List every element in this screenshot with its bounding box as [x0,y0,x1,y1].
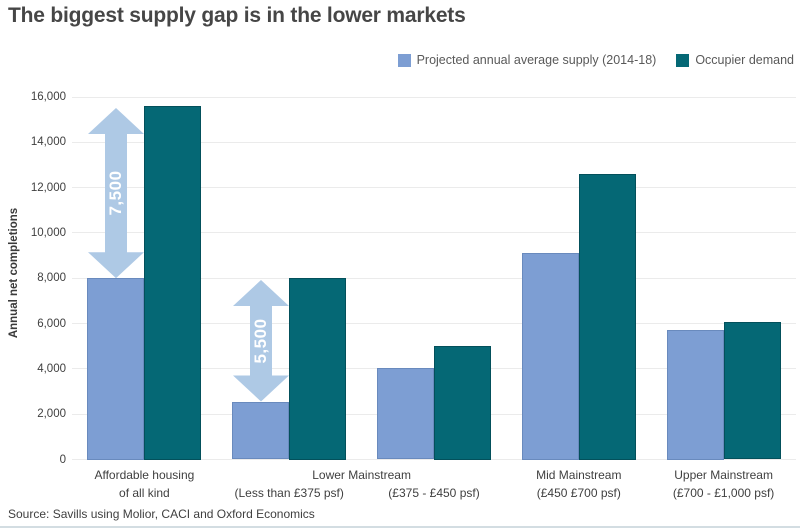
y-tick-label: 0 [59,453,66,466]
bar-supply-1 [232,401,290,460]
gap-arrow-annotation: 7,500 [87,108,144,279]
x-category-sublabel: (£375 - £450 psf) [388,486,480,500]
x-category-sublabel: (£450 £700 psf) [536,486,621,500]
bar-demand-3 [578,174,636,460]
bottom-divider [0,526,800,528]
legend-item: Projected annual average supply (2014-18… [397,53,657,67]
bar-demand-1 [289,278,347,460]
bar-demand-4 [723,322,781,460]
legend-swatch-icon [397,53,411,67]
x-category-label: Mid Mainstream [536,468,622,482]
gridline [72,187,796,189]
source-note: Source: Savills using Molior, CACI and O… [8,507,315,521]
bar-supply-2 [377,367,434,460]
y-tick-label: 6,000 [37,317,66,330]
x-category-sublabel: (Less than £375 psf) [234,486,344,500]
x-category-label: Affordable housing [94,468,195,482]
y-tick-label: 10,000 [30,226,66,239]
gridline [72,96,796,98]
bar-supply-3 [521,253,579,460]
y-tick-label: 16,000 [30,91,66,103]
y-tick-label: 14,000 [30,136,66,149]
bar-supply-0 [87,278,145,460]
x-category-sublabel: of all kind [119,486,170,500]
x-category-label: Lower Mainstream [312,468,411,482]
gap-arrow-annotation: 5,500 [232,280,289,402]
y-tick-label: 12,000 [30,181,66,194]
legend-label: Occupier demand [695,53,794,67]
gridline [72,277,796,279]
y-tick-label: 8,000 [37,272,66,285]
bar-supply-4 [666,330,724,460]
x-category-label: Upper Mainstream [674,468,773,482]
gridline [72,141,796,143]
y-tick-label: 4,000 [37,362,66,375]
gridline [72,232,796,234]
legend: Projected annual average supply (2014-18… [397,53,794,67]
chart-title: The biggest supply gap is in the lower m… [8,4,466,27]
gridline [72,459,796,460]
y-tick-label: 2,000 [37,408,66,421]
gap-value-label: 5,500 [250,318,270,364]
bar-demand-2 [434,346,491,460]
legend-label: Projected annual average supply (2014-18… [416,53,657,67]
legend-item: Occupier demand [676,53,794,67]
gridline [72,323,796,325]
x-category-sublabel: (£700 - £1,000 psf) [672,486,775,500]
gap-value-label: 7,500 [105,170,125,216]
bar-demand-0 [144,106,202,460]
double-arrow-icon [87,108,144,279]
legend-swatch-icon [676,53,690,67]
double-arrow-icon [232,280,289,402]
